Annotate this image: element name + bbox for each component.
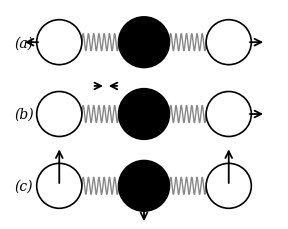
Ellipse shape <box>119 161 169 211</box>
Ellipse shape <box>206 164 251 208</box>
Ellipse shape <box>119 89 169 140</box>
Ellipse shape <box>37 92 82 137</box>
Text: (b): (b) <box>14 108 34 121</box>
Ellipse shape <box>37 21 82 65</box>
Ellipse shape <box>206 21 251 65</box>
Ellipse shape <box>119 18 169 68</box>
Ellipse shape <box>206 92 251 137</box>
Text: (a): (a) <box>14 36 33 50</box>
Ellipse shape <box>37 164 82 208</box>
Text: (c): (c) <box>14 179 33 193</box>
